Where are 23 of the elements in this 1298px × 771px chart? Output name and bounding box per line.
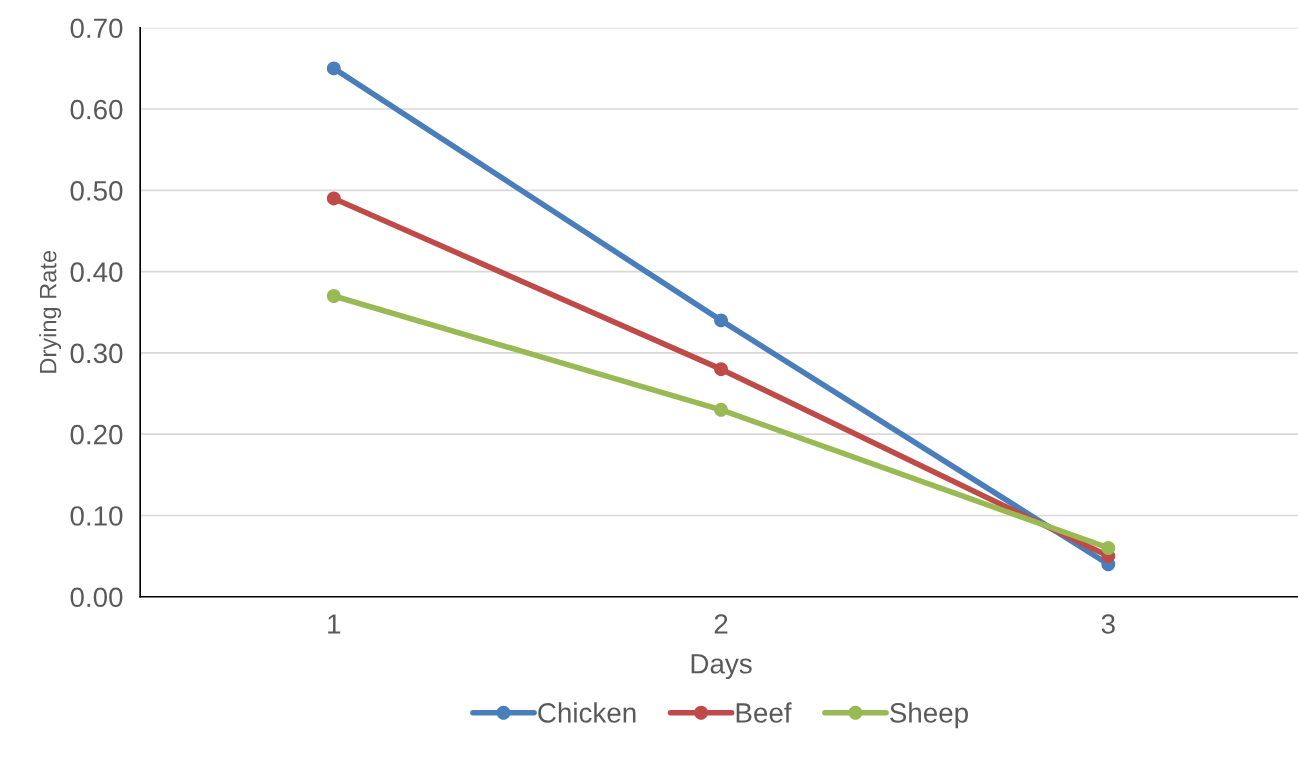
- y-tick-label: 0.00: [70, 587, 123, 608]
- point: [714, 362, 728, 377]
- y-tick-label: 0.60: [70, 99, 123, 120]
- legend-label: Chicken: [538, 702, 636, 723]
- point: [326, 289, 341, 303]
- point: [714, 402, 728, 417]
- y-tick-label: 0.50: [70, 181, 123, 201]
- y-tick-label: 0.20: [70, 424, 123, 445]
- legend-label: Sheep: [890, 702, 968, 729]
- x-tick-label: 3: [1101, 614, 1115, 634]
- x-tick-label: 1: [328, 614, 341, 634]
- x-axis-title: Days: [691, 654, 752, 680]
- y-axis-title: Drying Rate: [39, 250, 62, 373]
- point: [714, 313, 728, 328]
- point: [1101, 541, 1116, 555]
- point: [326, 191, 341, 206]
- y-tick-label: 0.10: [70, 506, 123, 526]
- x-tick-label: 2: [714, 614, 728, 634]
- legend-label: Beef: [736, 702, 792, 723]
- y-tick-label: 0.30: [70, 343, 123, 364]
- y-tick-label: 0.40: [70, 262, 123, 282]
- point: [326, 61, 341, 76]
- y-tick-label: 0.70: [70, 18, 123, 39]
